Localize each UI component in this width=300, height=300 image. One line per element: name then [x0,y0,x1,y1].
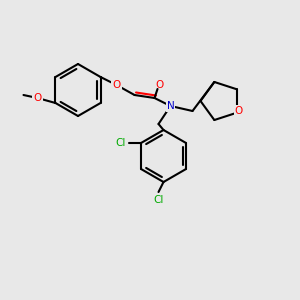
Text: O: O [33,93,42,103]
Text: O: O [155,80,164,90]
Text: Cl: Cl [116,138,126,148]
Text: Cl: Cl [153,195,164,205]
Text: O: O [112,80,121,90]
Text: N: N [167,101,174,111]
Text: O: O [235,106,243,116]
